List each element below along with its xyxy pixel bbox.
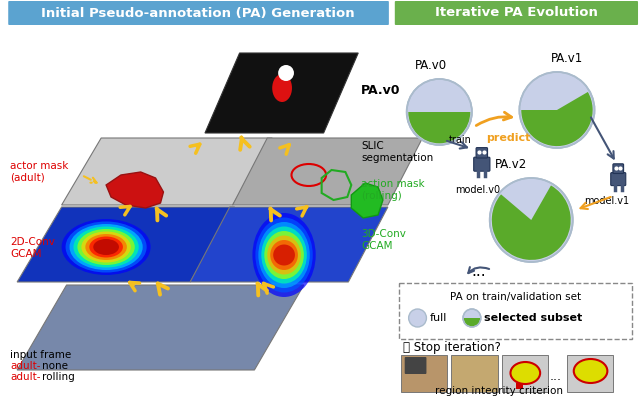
Text: selected subset: selected subset: [484, 313, 582, 323]
Ellipse shape: [74, 227, 139, 268]
Text: model.v1: model.v1: [584, 196, 629, 206]
FancyBboxPatch shape: [502, 355, 548, 392]
Polygon shape: [205, 53, 358, 133]
Wedge shape: [464, 318, 480, 326]
Polygon shape: [106, 172, 163, 208]
Ellipse shape: [273, 245, 295, 266]
Ellipse shape: [409, 309, 426, 327]
Ellipse shape: [520, 72, 595, 148]
Text: ...: ...: [472, 264, 486, 279]
Text: train: train: [449, 135, 472, 145]
FancyBboxPatch shape: [474, 157, 490, 171]
Circle shape: [278, 65, 294, 81]
Text: PA on train/validation set: PA on train/validation set: [450, 292, 581, 302]
Text: full: full: [429, 313, 447, 323]
FancyBboxPatch shape: [613, 164, 623, 173]
Text: PA.v0: PA.v0: [361, 83, 401, 96]
Wedge shape: [408, 112, 470, 143]
Text: model.v0: model.v0: [455, 185, 500, 195]
Polygon shape: [351, 183, 383, 218]
Text: predict: predict: [486, 133, 531, 143]
Ellipse shape: [270, 240, 298, 270]
Text: actor mask
(adult): actor mask (adult): [10, 161, 68, 183]
Ellipse shape: [272, 74, 292, 102]
FancyBboxPatch shape: [401, 355, 447, 392]
Ellipse shape: [70, 224, 143, 270]
Ellipse shape: [511, 362, 540, 384]
Text: PA.v0: PA.v0: [415, 59, 447, 72]
Text: Iterative PA Evolution: Iterative PA Evolution: [435, 6, 598, 19]
Polygon shape: [17, 285, 304, 370]
Ellipse shape: [81, 231, 131, 262]
Text: SLIC
segmentation: SLIC segmentation: [361, 141, 433, 163]
Ellipse shape: [261, 227, 307, 283]
Ellipse shape: [61, 219, 150, 275]
Polygon shape: [233, 138, 422, 205]
Ellipse shape: [259, 222, 310, 288]
Polygon shape: [17, 207, 235, 282]
Ellipse shape: [85, 234, 127, 260]
Ellipse shape: [93, 239, 119, 255]
FancyBboxPatch shape: [395, 1, 638, 25]
Ellipse shape: [268, 235, 301, 274]
Text: ...: ...: [550, 370, 562, 382]
Text: 2D-Conv
GCAM: 2D-Conv GCAM: [10, 237, 55, 259]
FancyBboxPatch shape: [451, 355, 498, 392]
FancyBboxPatch shape: [399, 283, 632, 339]
Ellipse shape: [264, 231, 304, 279]
Ellipse shape: [77, 229, 135, 265]
FancyBboxPatch shape: [404, 357, 426, 374]
Text: rolling: rolling: [42, 372, 75, 382]
Ellipse shape: [252, 213, 316, 297]
Ellipse shape: [406, 79, 472, 145]
Text: adult-: adult-: [10, 361, 41, 371]
Polygon shape: [190, 207, 388, 282]
Text: PA.v2: PA.v2: [495, 158, 527, 171]
Ellipse shape: [490, 178, 573, 262]
Ellipse shape: [65, 222, 147, 272]
Ellipse shape: [463, 309, 481, 327]
Wedge shape: [521, 92, 593, 146]
Text: none: none: [42, 361, 68, 371]
Text: adult-: adult-: [10, 372, 41, 382]
Ellipse shape: [90, 237, 123, 258]
Ellipse shape: [573, 359, 607, 383]
Text: ⏻ Stop iteration?: ⏻ Stop iteration?: [403, 341, 500, 353]
Polygon shape: [61, 138, 272, 205]
Text: input frame: input frame: [10, 350, 72, 360]
Text: action mask
(rolling): action mask (rolling): [361, 179, 425, 201]
FancyBboxPatch shape: [611, 173, 626, 186]
Text: 3D-Conv
GCAM: 3D-Conv GCAM: [361, 229, 406, 251]
Ellipse shape: [255, 218, 313, 293]
FancyBboxPatch shape: [516, 383, 524, 389]
Text: PA.v1: PA.v1: [550, 52, 583, 65]
Text: Initial Pseudo-annotation (PA) Generation: Initial Pseudo-annotation (PA) Generatio…: [41, 6, 355, 19]
FancyBboxPatch shape: [567, 355, 613, 392]
Wedge shape: [492, 185, 571, 260]
FancyBboxPatch shape: [476, 148, 488, 158]
Text: region integrity criterion: region integrity criterion: [435, 386, 563, 396]
FancyBboxPatch shape: [8, 1, 389, 25]
